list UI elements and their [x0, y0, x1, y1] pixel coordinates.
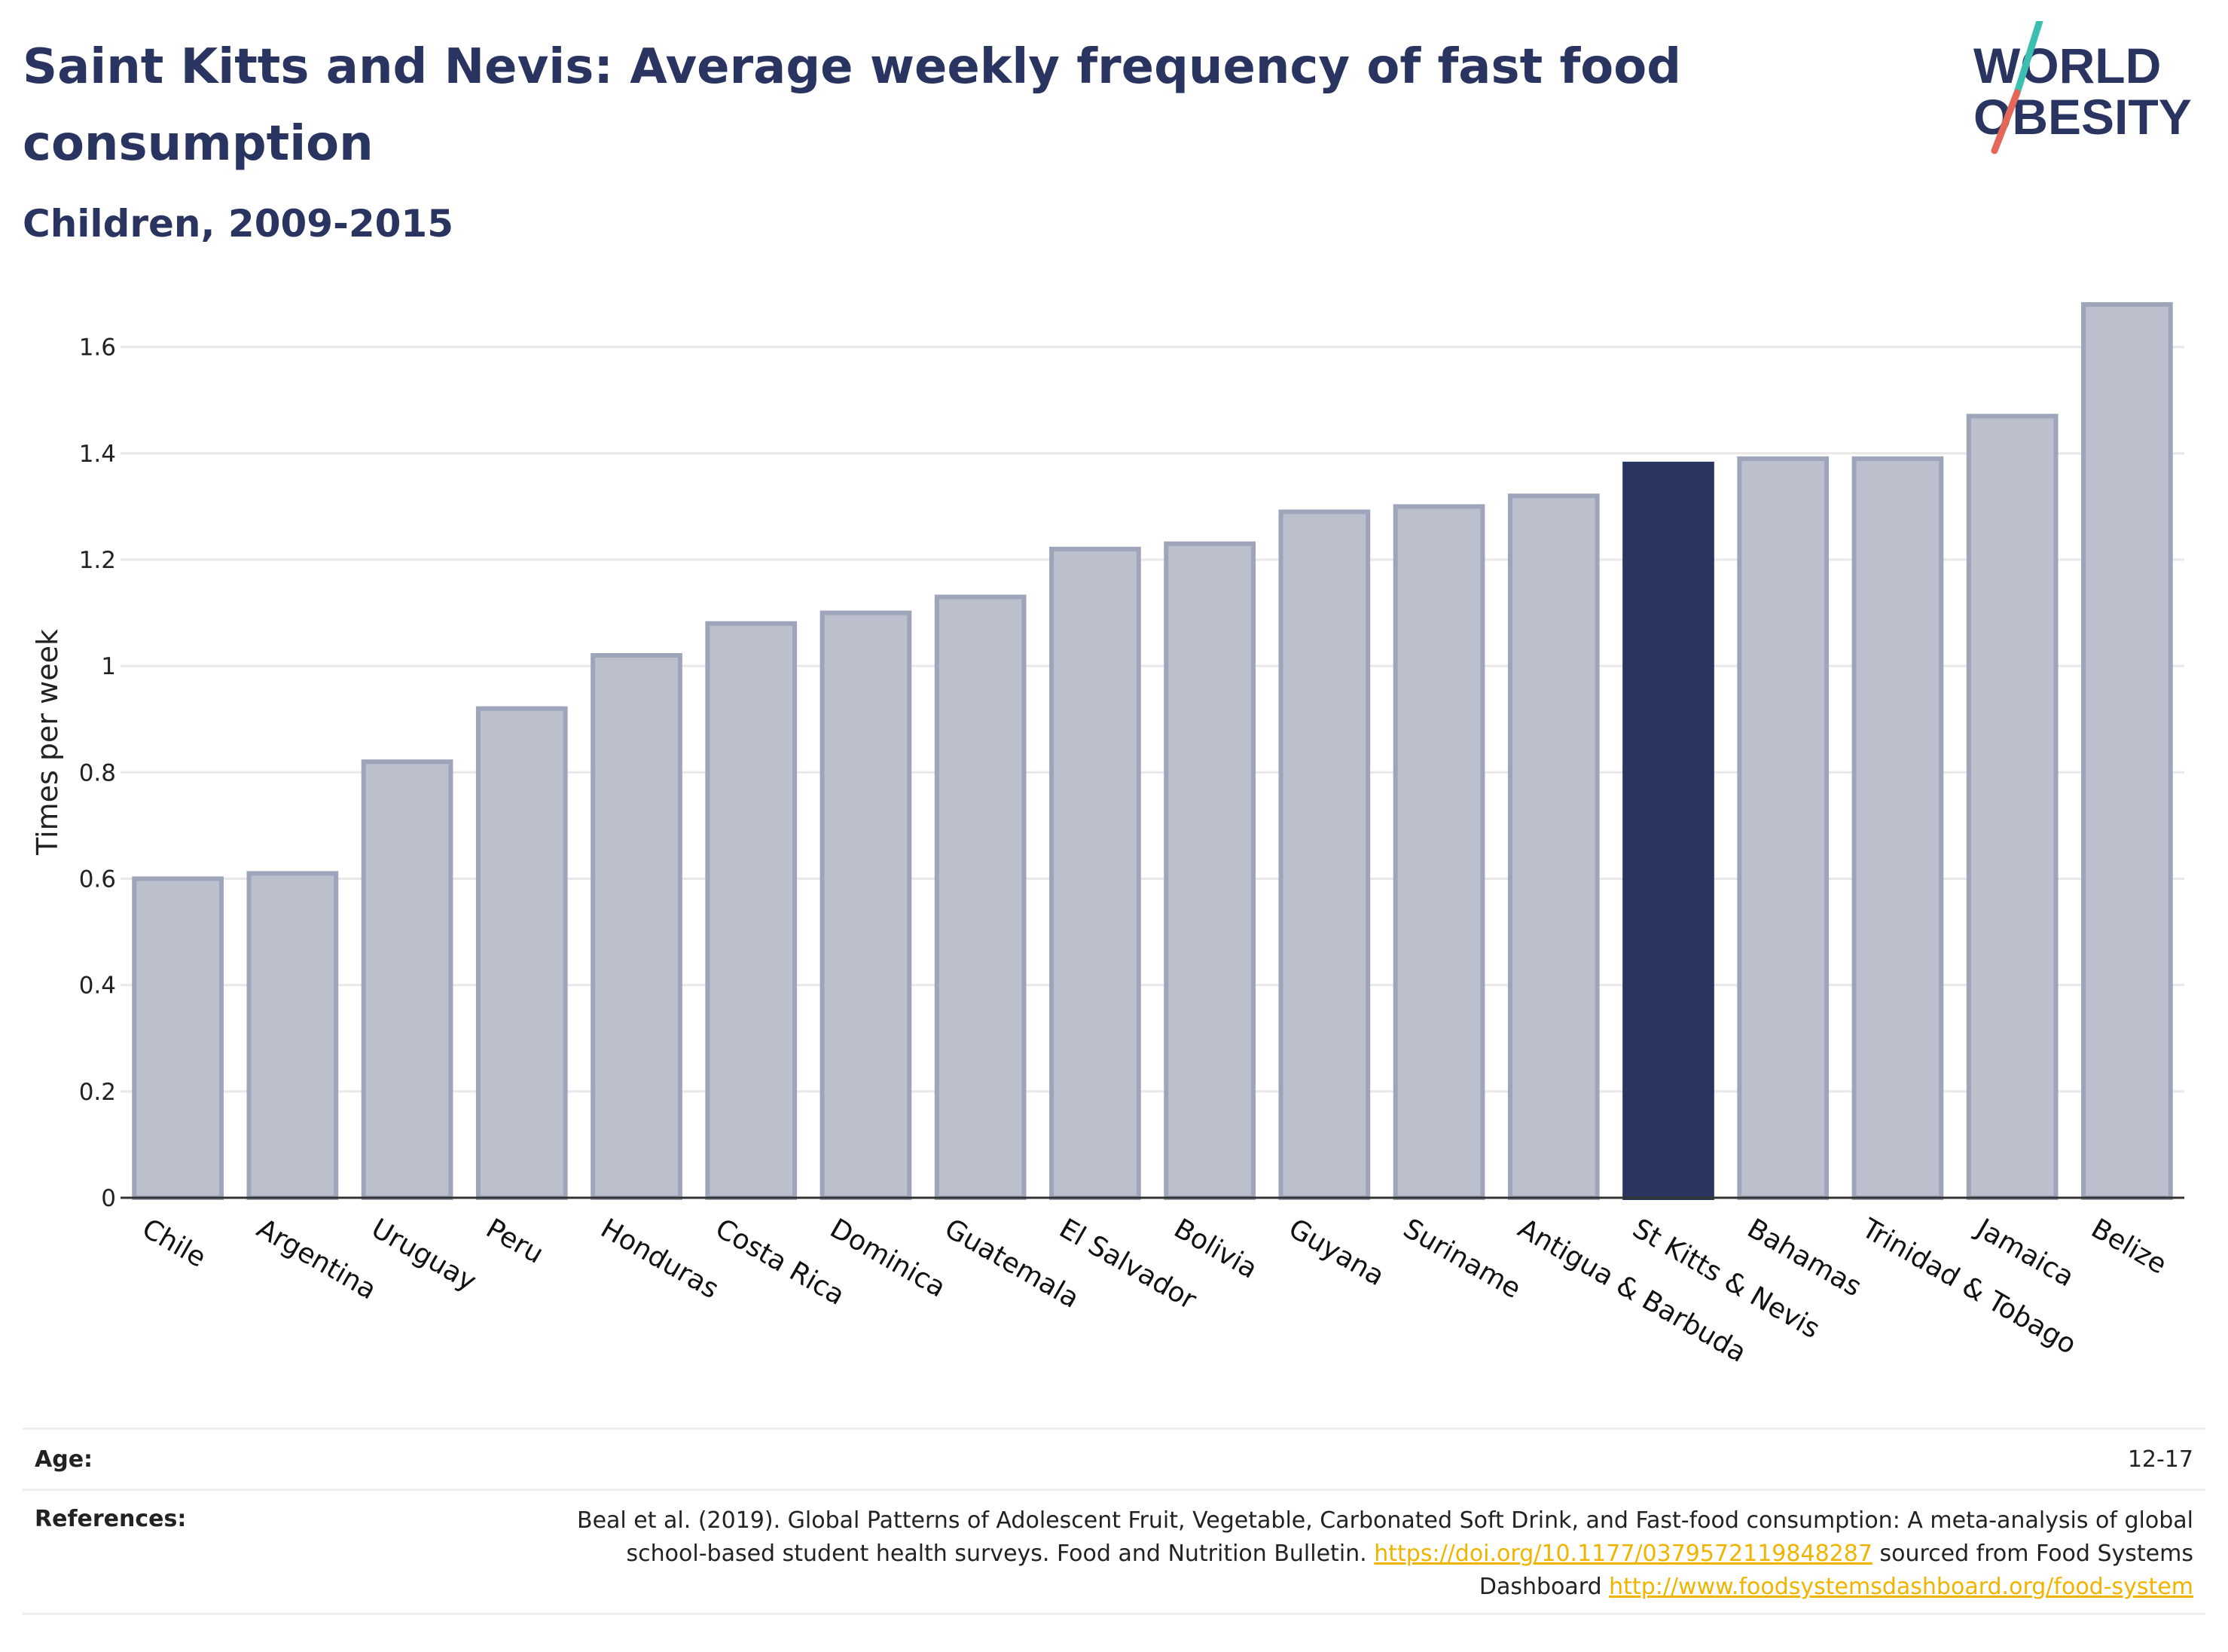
bar-peru [475, 706, 568, 1200]
x-tick-label: Argentina [252, 1213, 382, 1305]
y-tick-labels: 0 0.2 0.4 0.6 0.8 1 1.2 1.4 1.6 [79, 334, 116, 1212]
bar-jamaica [1966, 414, 2059, 1201]
age-value: 12-17 [2127, 1446, 2193, 1473]
footer-row-references: References: Beal et al. (2019). Global P… [23, 1489, 2205, 1615]
x-tick-label: Peru [481, 1213, 548, 1270]
y-tick-label: 1.4 [79, 441, 116, 468]
y-axis-label: Times per week [31, 629, 64, 856]
footer-row-age: Age: 12-17 [23, 1428, 2205, 1489]
y-tick-label: 1.2 [79, 547, 116, 574]
bar-bahamas [1737, 456, 1830, 1200]
logo-line-1: WORLD [1973, 38, 2161, 93]
x-tick-label: Uruguay [366, 1213, 481, 1297]
bar-guyana [1278, 509, 1371, 1201]
y-tick-label: 0.2 [79, 1079, 116, 1106]
bar-dominica [819, 610, 912, 1200]
doi-link[interactable]: https://doi.org/10.1177/0379572119848287 [1374, 1541, 1872, 1567]
bar-trinidad-tobago [1851, 456, 1944, 1200]
logo-slash-red [1991, 89, 2021, 154]
y-tick-label: 1 [101, 653, 116, 680]
bar-bolivia [1164, 541, 1256, 1200]
y-tick-label: 1.6 [79, 334, 116, 362]
bar-belize [2081, 302, 2173, 1200]
bar-guatemala [934, 594, 1027, 1200]
y-tick-label: 0.4 [79, 973, 116, 1000]
bar-chart: 0 0.2 0.4 0.6 0.8 1 1.2 1.4 1.6 Chile ArgentinaUr… [31, 302, 2184, 1369]
bar-costa-rica [705, 621, 798, 1201]
chart-subtitle: Children, 2009-2015 [23, 202, 453, 246]
dashboard-link[interactable]: http://www.foodsystemsdashboard.org/food… [1609, 1574, 2193, 1600]
x-tick-label: Belize [2086, 1213, 2172, 1280]
footer-table: Age: 12-17 References: Beal et al. (2019… [23, 1428, 2205, 1615]
references-text: Beal et al. (2019). Global Patterns of A… [574, 1504, 2205, 1604]
grid-lines [121, 346, 2184, 1093]
x-tick-label: Honduras [596, 1213, 724, 1305]
bar-honduras [591, 653, 682, 1200]
y-tick-label: 0.6 [79, 866, 116, 893]
world-obesity-logo: WORLD OBESITY [1958, 17, 2214, 157]
x-tick-label: Bolivia [1169, 1213, 1263, 1285]
y-tick-label: 0 [101, 1185, 116, 1212]
bar-antigua-barbuda [1507, 493, 1600, 1200]
bar-uruguay [361, 759, 453, 1200]
chart-title: Saint Kitts and Nevis: Average weekly fr… [23, 39, 1682, 172]
bar-el-salvador [1049, 546, 1141, 1200]
reference-source: sourced from Food Systems Dashboard [1479, 1541, 2193, 1600]
logo-slash-teal [2013, 17, 2043, 96]
bars [132, 302, 2173, 1201]
bar-chile [132, 876, 224, 1200]
x-tick-label: Costa Rica [710, 1213, 850, 1312]
x-tick-label: Chile [137, 1213, 212, 1274]
x-tick-label: St Kitts & Nevis [1628, 1213, 1825, 1345]
y-tick-label: 0.8 [79, 759, 116, 786]
reference-citation: Beal et al. (2019). Global Patterns of A… [576, 1507, 2193, 1567]
logo-graphic: WORLD OBESITY [1973, 17, 2192, 154]
x-tick-label: Suriname [1398, 1213, 1526, 1305]
x-tick-label: Guyana [1283, 1213, 1390, 1292]
bar-suriname [1393, 504, 1485, 1200]
x-tick-label: Trinidad & Tobago [1856, 1213, 2081, 1360]
bar-argentina [246, 871, 339, 1200]
bar-st-kitts-nevis [1622, 461, 1714, 1201]
references-label: References: [35, 1506, 187, 1532]
age-label: Age: [35, 1446, 93, 1473]
